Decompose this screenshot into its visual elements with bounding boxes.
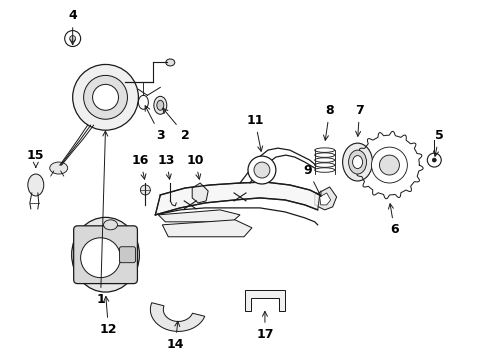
Ellipse shape bbox=[50, 162, 68, 174]
Ellipse shape bbox=[154, 96, 167, 114]
Polygon shape bbox=[155, 182, 319, 215]
Circle shape bbox=[84, 75, 127, 119]
Ellipse shape bbox=[103, 220, 118, 230]
Circle shape bbox=[81, 238, 121, 278]
Polygon shape bbox=[319, 193, 331, 205]
Ellipse shape bbox=[157, 100, 164, 110]
Ellipse shape bbox=[72, 217, 140, 292]
Ellipse shape bbox=[348, 150, 367, 174]
Text: 2: 2 bbox=[163, 108, 190, 142]
Polygon shape bbox=[245, 289, 285, 311]
Circle shape bbox=[432, 158, 436, 162]
Polygon shape bbox=[315, 187, 337, 210]
Text: 13: 13 bbox=[158, 154, 175, 179]
Ellipse shape bbox=[343, 143, 372, 181]
Text: 6: 6 bbox=[389, 204, 399, 236]
Text: 4: 4 bbox=[68, 9, 77, 45]
Ellipse shape bbox=[28, 174, 44, 196]
Text: 15: 15 bbox=[27, 149, 45, 167]
Text: 5: 5 bbox=[434, 129, 443, 156]
Ellipse shape bbox=[353, 156, 363, 168]
Polygon shape bbox=[192, 183, 208, 203]
Circle shape bbox=[141, 185, 150, 195]
Text: 16: 16 bbox=[132, 154, 149, 179]
Text: 3: 3 bbox=[145, 106, 165, 142]
Polygon shape bbox=[158, 210, 240, 222]
Text: 12: 12 bbox=[100, 296, 117, 336]
Text: 11: 11 bbox=[246, 114, 264, 151]
Circle shape bbox=[371, 147, 407, 183]
Circle shape bbox=[93, 84, 119, 110]
Text: 1: 1 bbox=[96, 131, 108, 306]
Polygon shape bbox=[150, 303, 205, 332]
Ellipse shape bbox=[166, 59, 175, 66]
Text: 7: 7 bbox=[355, 104, 364, 136]
FancyBboxPatch shape bbox=[74, 226, 137, 284]
Text: 17: 17 bbox=[256, 311, 274, 341]
Circle shape bbox=[73, 64, 138, 130]
FancyBboxPatch shape bbox=[120, 247, 135, 263]
Text: 14: 14 bbox=[167, 321, 184, 351]
Text: 10: 10 bbox=[186, 154, 204, 179]
Circle shape bbox=[379, 155, 399, 175]
Circle shape bbox=[70, 36, 75, 41]
Circle shape bbox=[248, 156, 276, 184]
Polygon shape bbox=[162, 220, 252, 237]
Text: 9: 9 bbox=[303, 163, 321, 197]
Circle shape bbox=[254, 162, 270, 178]
Text: 8: 8 bbox=[323, 104, 334, 140]
